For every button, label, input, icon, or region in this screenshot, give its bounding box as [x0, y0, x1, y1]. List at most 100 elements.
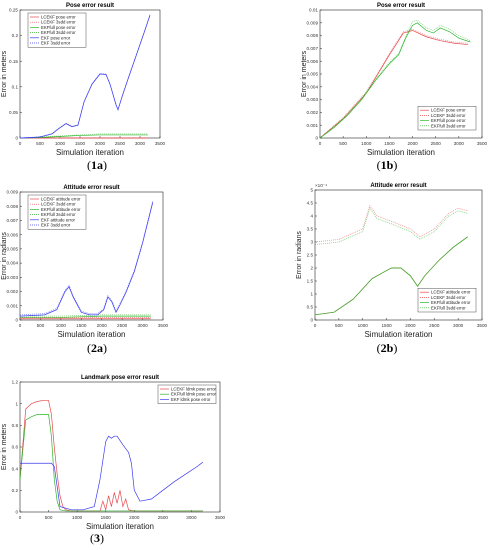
- legend-box: [157, 384, 217, 404]
- y-tick-label: 0: [15, 318, 18, 323]
- y-tick-label: 0.001: [307, 123, 319, 128]
- y-tick-label: 1.2: [12, 380, 19, 385]
- series-line-4: [319, 19, 471, 139]
- legend-label: EKF ldmk pose error: [171, 397, 211, 402]
- x-tick-label: 0: [19, 515, 22, 520]
- y-tick-label: 0: [310, 318, 313, 323]
- x-axis-label: Simulation iteration: [56, 148, 124, 157]
- x-tick-label: 1500: [384, 141, 395, 146]
- x-axis-label: Simulation iteration: [86, 522, 154, 531]
- series-line-1: [319, 30, 469, 139]
- legend-box: [417, 288, 477, 313]
- legend-label: EKFfull 3sdd error: [431, 305, 466, 310]
- legend-label: EKF 3sdd error: [41, 41, 71, 46]
- series-line-4: [314, 207, 468, 245]
- y-tick-label: 0.05: [9, 110, 18, 115]
- caption-1b: (1b): [376, 158, 398, 172]
- legend-label: EKF attitude error: [41, 217, 75, 222]
- y-tick-label: 0.15: [9, 59, 18, 64]
- x-tick-label: 3500: [477, 323, 488, 328]
- x-tick-label: 1500: [101, 515, 112, 520]
- y-tick-label: 0.006: [7, 232, 19, 237]
- y-tick-label: 2: [310, 266, 313, 271]
- y-tick-label: 0: [15, 510, 18, 515]
- legend-box: [27, 194, 87, 230]
- series-line-3: [314, 236, 468, 316]
- legend-label: EKFfull 3sdd error: [41, 30, 76, 35]
- x-tick-label: 500: [36, 141, 44, 146]
- y-tick-label: 4: [310, 214, 313, 219]
- series-line-3: [20, 435, 204, 511]
- y-tick-label: 5: [310, 188, 313, 193]
- y-tick-label: 0.01: [309, 8, 318, 13]
- chart-title: Attitude error result: [370, 183, 426, 189]
- y-tick-label: 0.25: [9, 8, 18, 13]
- y-tick-label: 0.2: [12, 33, 19, 38]
- y-tick-label: 1: [310, 292, 313, 297]
- y-tick-label: 0.001: [7, 303, 19, 308]
- legend-label: EKFfull pose error: [431, 118, 466, 123]
- legend-label: EKFfull pose error: [41, 25, 76, 30]
- legend-label: EKFfull attitude error: [431, 300, 471, 305]
- y-tick-label: 0.6: [12, 445, 19, 450]
- x-tick-label: 0: [19, 323, 22, 328]
- y-tick-label: 0.009: [307, 20, 319, 25]
- x-tick-label: 500: [37, 323, 45, 328]
- y-tick-label: 0.008: [307, 33, 319, 38]
- x-tick-label: 3000: [137, 323, 148, 328]
- y-tick-label: 0.009: [7, 190, 19, 195]
- caption-2a: (2a): [87, 341, 107, 355]
- y-axis-label: Error in meters: [1, 50, 8, 97]
- series-line-4: [20, 314, 151, 317]
- chart-1b: Pose error result 0 500 1000 1500 2000 2500 300…: [301, 3, 488, 157]
- y-axis-label: Error in meters: [301, 50, 308, 97]
- legend-label: LCEKF 3sdd error: [431, 295, 466, 300]
- y-tick-label: 0.006: [307, 59, 319, 64]
- x-axis-label: Simulation iteration: [367, 148, 435, 157]
- series-line-6: [19, 200, 154, 316]
- series-line-3: [319, 22, 471, 139]
- x-tick-label: 0: [319, 141, 322, 146]
- x-tick-label: 1500: [75, 141, 86, 146]
- y-tick-label: 1.5: [307, 279, 314, 284]
- x-tick-label: 500: [339, 141, 347, 146]
- y-tick-label: 4.5: [307, 201, 314, 206]
- y-tick-label: 2.5: [307, 253, 314, 258]
- y-tick-label: 0.003: [307, 97, 319, 102]
- x-tick-label: 3000: [135, 141, 146, 146]
- series-line-6: [19, 14, 151, 139]
- caption-3: (3): [90, 531, 104, 545]
- chart-title: Landmark pose error result: [81, 375, 159, 381]
- y-tick-label: 3: [310, 240, 313, 245]
- x-tick-label: 2500: [158, 515, 169, 520]
- chart-3: Landmark pose error result 0 500 1000 1500 20…: [1, 375, 226, 531]
- x-tick-label: 1000: [56, 323, 67, 328]
- chart-1a: Pose error result 0 500 1000 1500 2000 2500 300…: [1, 3, 166, 157]
- series-line-2: [314, 204, 468, 243]
- y-tick-label: 0.005: [7, 246, 19, 251]
- y-tick-label: 0.1: [12, 84, 19, 89]
- x-tick-label: 3500: [215, 515, 226, 520]
- y-tick-label: 0.007: [7, 218, 19, 223]
- y-axis-label: Error in radians: [1, 232, 8, 280]
- chart-title: Attitude error result: [63, 185, 119, 191]
- series-line-3: [19, 134, 148, 139]
- x-tick-label: 2500: [429, 323, 440, 328]
- y-tick-label: 0.8: [12, 423, 19, 428]
- y-tick-label: 0: [15, 136, 18, 141]
- x-tick-label: 3000: [453, 323, 464, 328]
- series-line-2: [19, 414, 203, 512]
- y-tick-label: 0.004: [307, 84, 319, 89]
- x-tick-label: 3500: [155, 141, 166, 146]
- y-tick-label: 0.5: [307, 305, 314, 310]
- legend-box: [27, 12, 87, 48]
- x-tick-label: 0: [19, 141, 22, 146]
- x-tick-label: 1000: [358, 323, 369, 328]
- x-tick-label: 2000: [97, 323, 108, 328]
- y-tick-label: 0: [315, 136, 318, 141]
- x-tick-label: 3500: [477, 141, 488, 146]
- y-multiplier: ×10⁻⁴: [315, 183, 327, 188]
- y-tick-label: 0.005: [307, 72, 319, 77]
- chart-2a: Attitude error result 0 500 1000 1500 2000 250…: [1, 185, 169, 339]
